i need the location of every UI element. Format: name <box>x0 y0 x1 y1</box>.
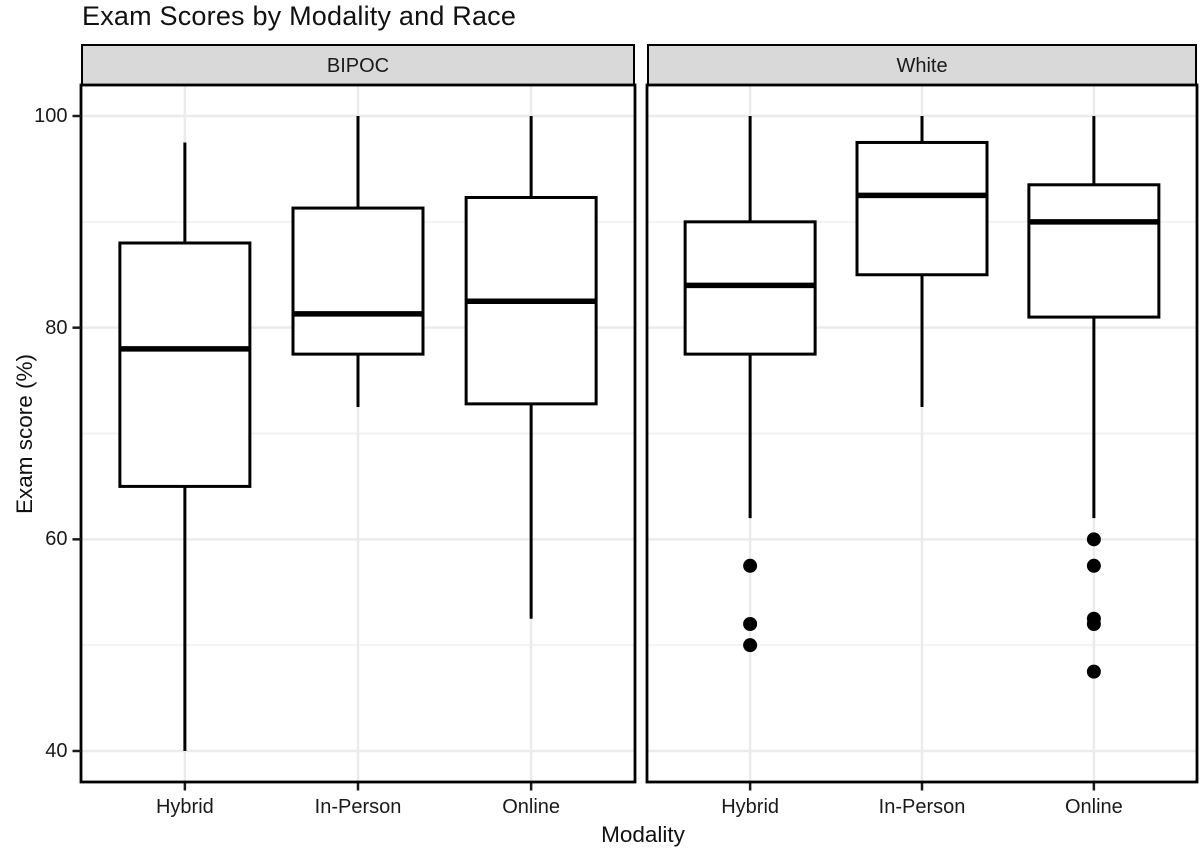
x-axis-title: Modality <box>601 822 685 847</box>
facet-strip-bipoc-label: BIPOC <box>326 54 390 77</box>
y-tick-label: 60 <box>45 528 68 551</box>
box-iqr <box>118 241 252 488</box>
x-tick-label: Online <box>502 796 561 818</box>
y-axis-title: Exam score (%) <box>12 353 37 514</box>
panel-border <box>645 83 1199 784</box>
box-iqr <box>1027 183 1161 319</box>
chart-title: Exam Scores by Modality and Race <box>82 1 517 31</box>
outlier-point <box>1086 558 1101 573</box>
y-tick-label: 100 <box>34 105 68 127</box>
facet-strip-bipoc: BIPOC <box>81 44 635 88</box>
facet-strip-white-label: White <box>896 54 948 77</box>
x-tick-label: Hybrid <box>721 796 780 818</box>
outlier-point <box>1086 616 1101 631</box>
outlier-point <box>1086 532 1101 547</box>
x-tick-label: In-Person <box>314 796 402 818</box>
x-tick-label: In-Person <box>878 796 966 818</box>
outlier-point <box>743 616 758 631</box>
outlier-point <box>743 558 758 573</box>
outlier-point <box>743 638 758 653</box>
panel-border <box>79 83 637 784</box>
box-iqr <box>855 140 989 277</box>
y-tick-label: 80 <box>45 316 68 339</box>
box-iqr <box>291 206 425 356</box>
x-tick-label: Online <box>1064 796 1123 818</box>
y-tick-label: 40 <box>45 739 68 762</box>
outlier-point <box>1086 664 1101 679</box>
x-tick-label: Hybrid <box>155 796 214 818</box>
